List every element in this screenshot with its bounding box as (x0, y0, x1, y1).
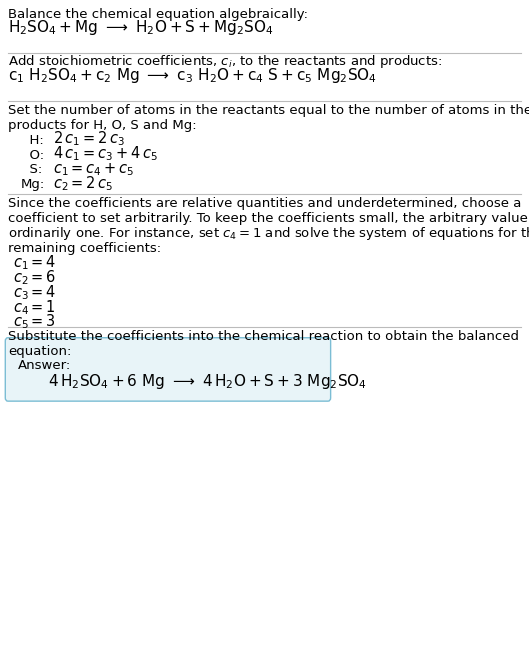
Text: coefficient to set arbitrarily. To keep the coefficients small, the arbitrary va: coefficient to set arbitrarily. To keep … (8, 212, 529, 225)
Text: Add stoichiometric coefficients, $c_i$, to the reactants and products:: Add stoichiometric coefficients, $c_i$, … (8, 52, 442, 70)
Text: $c_5 = 3$: $c_5 = 3$ (13, 313, 56, 331)
Text: equation:: equation: (8, 345, 71, 358)
Text: $4\,c_1 = c_3 + 4\,c_5$: $4\,c_1 = c_3 + 4\,c_5$ (53, 144, 158, 163)
Text: Since the coefficients are relative quantities and underdetermined, choose a: Since the coefficients are relative quan… (8, 197, 521, 210)
Text: products for H, O, S and Mg:: products for H, O, S and Mg: (8, 119, 197, 132)
Text: Balance the chemical equation algebraically:: Balance the chemical equation algebraica… (8, 8, 308, 21)
Text: $c_1 = c_4 + c_5$: $c_1 = c_4 + c_5$ (53, 161, 134, 178)
Text: $c_2 = 6$: $c_2 = 6$ (13, 268, 57, 287)
Text: $c_2 = 2\,c_5$: $c_2 = 2\,c_5$ (53, 174, 113, 193)
Text: remaining coefficients:: remaining coefficients: (8, 242, 161, 255)
Text: Set the number of atoms in the reactants equal to the number of atoms in the: Set the number of atoms in the reactants… (8, 104, 529, 117)
Text: $c_3 = 4$: $c_3 = 4$ (13, 283, 57, 302)
Text: Substitute the coefficients into the chemical reaction to obtain the balanced: Substitute the coefficients into the che… (8, 331, 519, 344)
Text: $\mathregular{H_2SO_4 + Mg\ \longrightarrow\ H_2O + S + Mg_2SO_4}$: $\mathregular{H_2SO_4 + Mg\ \longrightar… (8, 18, 273, 38)
Text: H:: H: (21, 134, 44, 147)
Text: $\mathregular{4\,H_2SO_4 + 6\ Mg\ \longrightarrow\ 4\,H_2O + S + 3\ Mg_2SO_4}$: $\mathregular{4\,H_2SO_4 + 6\ Mg\ \longr… (48, 372, 367, 391)
Text: $2\,c_1 = 2\,c_3$: $2\,c_1 = 2\,c_3$ (53, 129, 125, 148)
Text: Mg:: Mg: (21, 179, 45, 192)
Text: $\mathregular{c_1\ H_2SO_4 + c_2\ Mg\ \longrightarrow\ c_3\ H_2O + c_4\ S + c_5\: $\mathregular{c_1\ H_2SO_4 + c_2\ Mg\ \l… (8, 66, 377, 85)
Text: $c_4 = 1$: $c_4 = 1$ (13, 298, 56, 316)
Text: $c_1 = 4$: $c_1 = 4$ (13, 253, 57, 272)
Text: O:: O: (21, 149, 44, 162)
Text: Answer:: Answer: (17, 359, 71, 372)
Text: ordinarily one. For instance, set $c_4 = 1$ and solve the system of equations fo: ordinarily one. For instance, set $c_4 =… (8, 225, 529, 242)
Text: S:: S: (21, 164, 42, 177)
FancyBboxPatch shape (5, 338, 331, 401)
